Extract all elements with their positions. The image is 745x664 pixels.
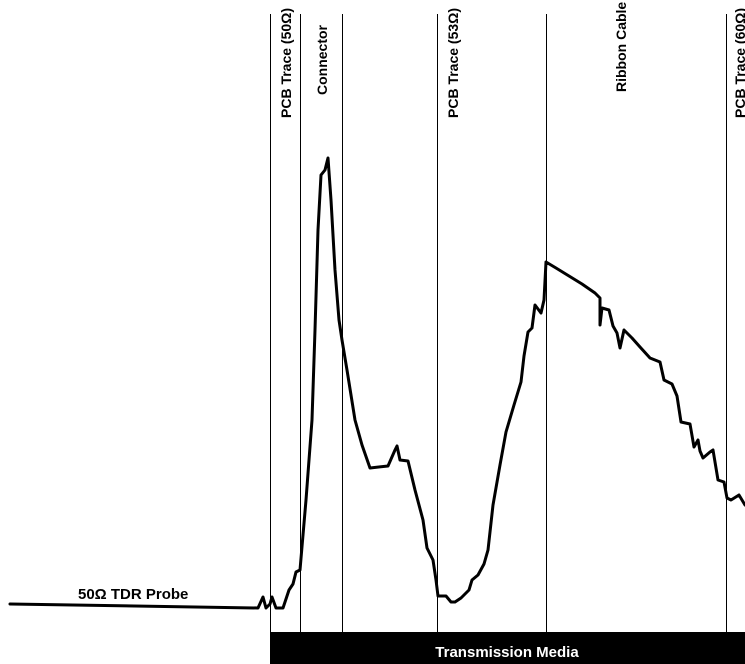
transmission-media-label: Transmission Media	[435, 644, 579, 661]
segment-label-pcb-trace-50: PCB Trace (50Ω)	[278, 8, 294, 118]
segment-label-connector: Connector	[314, 24, 330, 95]
segment-label-ribbon-cable: Ribbon Cable	[613, 2, 629, 92]
segment-label-pcb-trace-53: PCB Trace (53Ω)	[445, 8, 461, 118]
probe-label: 50Ω TDR Probe	[78, 586, 188, 603]
segment-label-pcb-trace-60: PCB Trace (60Ω)	[732, 8, 745, 118]
segment-dividers	[270, 14, 727, 632]
tdr-waveform	[8, 156, 745, 610]
transmission-media-bar	[270, 632, 745, 664]
